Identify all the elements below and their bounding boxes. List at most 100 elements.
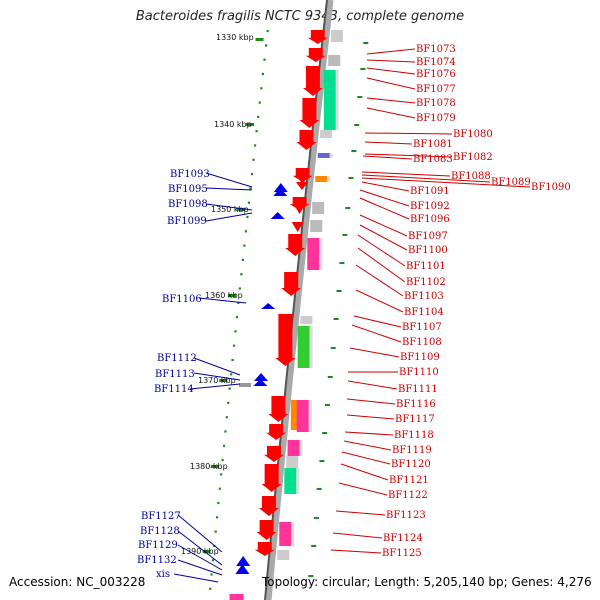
gene-label-bf1121[interactable]: BF1121 [389, 475, 429, 486]
gene-label-bf1113[interactable]: BF1113 [155, 369, 195, 380]
forward-gene-small [297, 170, 310, 178]
kbp-tick [227, 294, 236, 297]
gene-label-bf1088[interactable]: BF1088 [451, 171, 491, 182]
cds-block-shade [319, 238, 323, 270]
kbp-tick [246, 123, 255, 126]
gene-label-bf1076[interactable]: BF1076 [416, 69, 456, 80]
gene-label-bf1081[interactable]: BF1081 [413, 139, 453, 150]
gene-label-bf1127[interactable]: BF1127 [141, 511, 181, 522]
connector-line [177, 559, 223, 576]
cds-block [328, 55, 341, 66]
tick-mark [333, 318, 339, 320]
label-connectors [173, 48, 531, 583]
gene-label-bf1098[interactable]: BF1098 [168, 199, 208, 210]
gene-label-bf1125[interactable]: BF1125 [382, 548, 422, 559]
tick-dot [218, 487, 221, 490]
gene-label-bf1114[interactable]: BF1114 [154, 384, 194, 395]
gene-label-bf1077[interactable]: BF1077 [416, 84, 456, 95]
gene-label-bf1103[interactable]: BF1103 [404, 291, 444, 302]
connector-line [361, 181, 410, 192]
connector-line [357, 247, 406, 283]
gene-label-bf1129[interactable]: BF1129 [138, 540, 178, 551]
connector-line [347, 380, 398, 390]
cds-block [286, 456, 299, 468]
gene-label-bf1074[interactable]: BF1074 [416, 57, 456, 68]
gene-label-bf1073[interactable]: BF1073 [416, 44, 456, 55]
cds-block [239, 383, 252, 387]
connector-line [346, 398, 396, 405]
gene-label-bf1079[interactable]: BF1079 [416, 113, 456, 124]
gene-label-bf1112[interactable]: BF1112 [157, 353, 197, 364]
connector-line [205, 212, 253, 222]
gene-label-bf1118[interactable]: BF1118 [394, 430, 434, 441]
gene-label-bf1123[interactable]: BF1123 [386, 510, 426, 521]
gene-label-bf1108[interactable]: BF1108 [402, 337, 442, 348]
connector-line [359, 197, 410, 220]
gene-label-bf1117[interactable]: BF1117 [395, 414, 435, 425]
forward-gene [285, 234, 306, 256]
connector-line [346, 414, 395, 420]
gene-label-bf1128[interactable]: BF1128 [140, 526, 180, 537]
gene-label-bf1093[interactable]: BF1093 [170, 169, 210, 180]
tick-mark [345, 207, 351, 209]
tick-mark [330, 347, 336, 349]
gene-label-bf1097[interactable]: BF1097 [408, 231, 448, 242]
gene-label-bf1090[interactable]: BF1090 [531, 182, 571, 193]
cds-block-shade [327, 176, 331, 182]
tick-mark [354, 124, 360, 126]
gene-label-bf1092[interactable]: BF1092 [410, 201, 450, 212]
connector-line [359, 224, 408, 251]
gene-label-bf1078[interactable]: BF1078 [416, 98, 456, 109]
gene-label-bf1083[interactable]: BF1083 [413, 154, 453, 165]
kbp-tick [255, 38, 264, 41]
gene-label-bf1110[interactable]: BF1110 [399, 367, 439, 378]
tick-mark [319, 460, 325, 462]
right-labels: BF1073 BF1074 BF1076 BF1077 BF1078 BF107… [382, 44, 571, 559]
gene-label-bf1102[interactable]: BF1102 [406, 277, 446, 288]
gene-label-bf1109[interactable]: BF1109 [400, 352, 440, 363]
tick-mark [311, 545, 317, 547]
kbp-scale: 1330 kbp 1340 kbp 1350 kbp 1360 kbp 1370… [181, 33, 254, 556]
cds-block [287, 440, 300, 456]
gene-label-bf1132[interactable]: BF1132 [137, 555, 177, 566]
tick-dot [260, 87, 263, 90]
connector-line [193, 357, 241, 376]
reverse-gene [273, 183, 288, 192]
gene-label-bf1122[interactable]: BF1122 [388, 490, 428, 501]
tick-dot [266, 30, 269, 33]
gene-label-bf1120[interactable]: BF1120 [391, 459, 431, 470]
kbp-label: 1360 kbp [205, 291, 243, 300]
tick-dot [215, 516, 219, 519]
cds-block [277, 550, 290, 560]
gene-label-bf1106[interactable]: BF1106 [162, 294, 202, 305]
tick-dot [209, 587, 212, 590]
gene-label-bf1096[interactable]: BF1096 [410, 214, 450, 225]
gene-label-bf1107[interactable]: BF1107 [402, 322, 442, 333]
gene-label-bf1101[interactable]: BF1101 [406, 261, 446, 272]
gene-label-bf1104[interactable]: BF1104 [404, 307, 444, 318]
gene-label-bf1100[interactable]: BF1100 [408, 245, 448, 256]
reverse-gene [273, 188, 288, 196]
gene-label-bf1082[interactable]: BF1082 [453, 152, 493, 163]
gene-label-bf1080[interactable]: BF1080 [453, 129, 493, 140]
forward-gene [268, 396, 289, 422]
gene-label-bf1111[interactable]: BF1111 [398, 384, 438, 395]
connector-line [361, 174, 491, 183]
tick-dot [211, 559, 215, 562]
cds-block [330, 30, 343, 42]
connector-line [193, 372, 241, 381]
gene-label-bf1119[interactable]: BF1119 [392, 445, 432, 456]
gene-label-bf1089[interactable]: BF1089 [491, 177, 531, 188]
cds-block [312, 202, 325, 214]
gene-label-bf1116[interactable]: BF1116 [396, 399, 436, 410]
gene-label-bf1124[interactable]: BF1124 [383, 533, 423, 544]
gene-label-bf1095[interactable]: BF1095 [168, 184, 208, 195]
gene-label-xis[interactable]: xis [156, 569, 170, 580]
gene-label-bf1091[interactable]: BF1091 [410, 186, 450, 197]
forward-gene [281, 272, 302, 296]
connector-line [340, 463, 389, 481]
cds-block-shade [309, 326, 313, 368]
gene-label-bf1099[interactable]: BF1099 [167, 216, 207, 227]
connector-line [366, 77, 416, 90]
cds-block [310, 220, 323, 232]
